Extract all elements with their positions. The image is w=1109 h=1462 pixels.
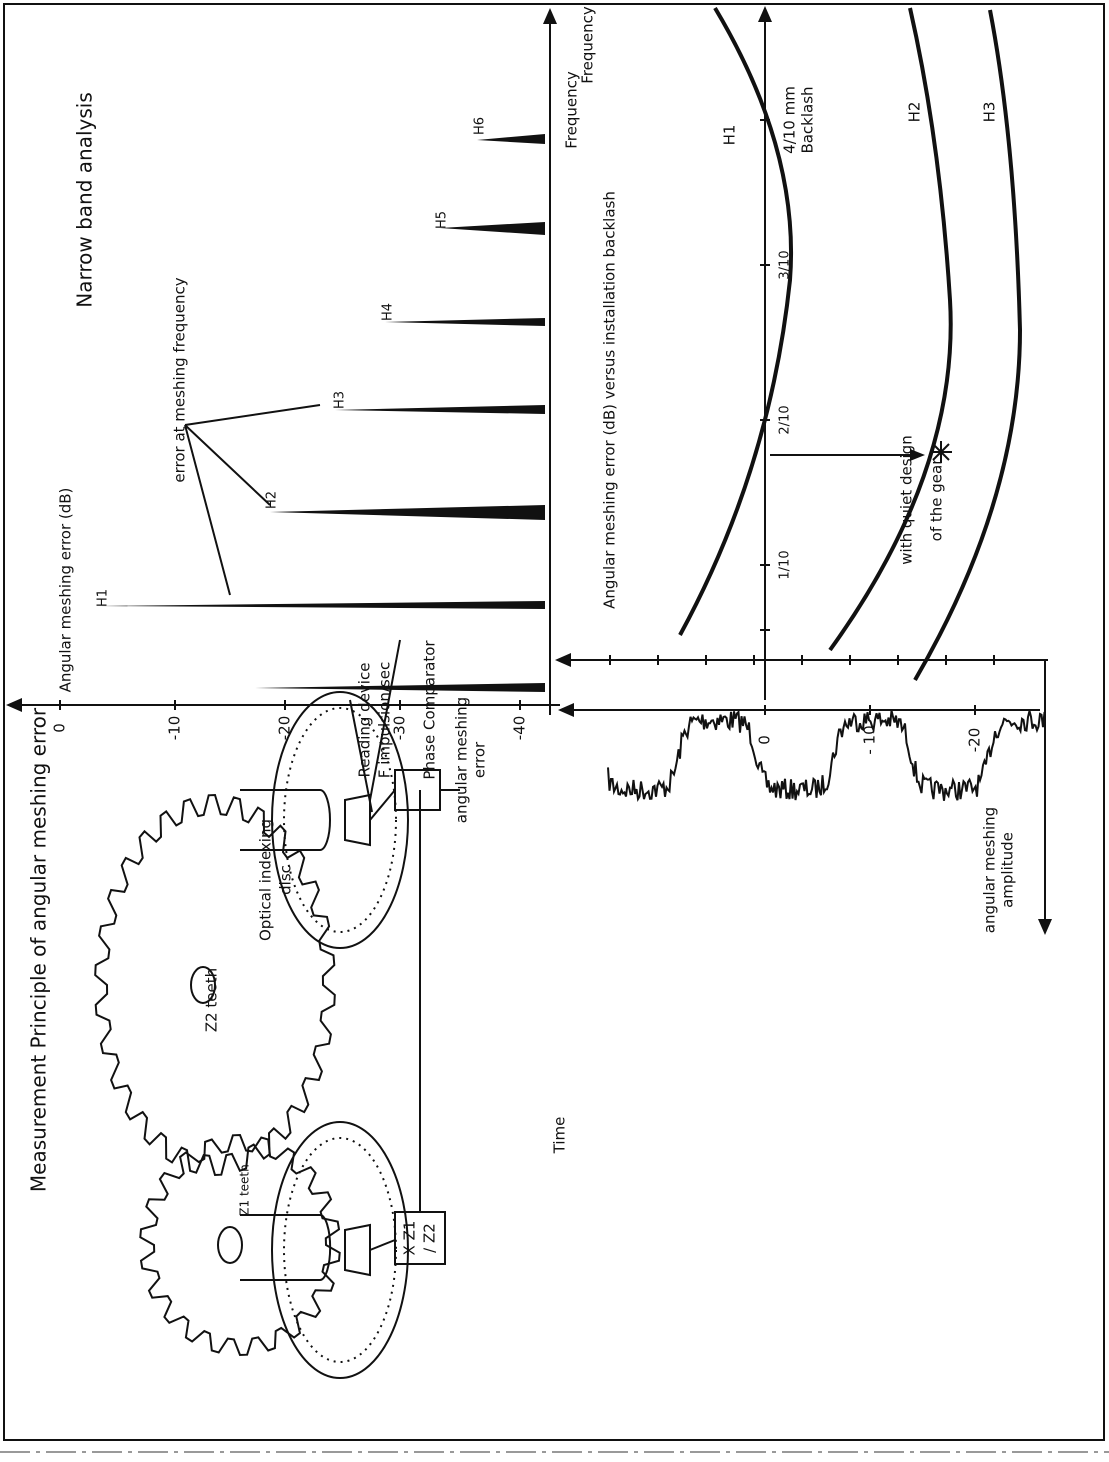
axis-label: Frequency xyxy=(563,71,581,149)
axis-label: 4/10 mm xyxy=(781,86,799,154)
gear xyxy=(94,793,336,1177)
label: angular meshing xyxy=(453,697,471,823)
spike xyxy=(477,134,545,144)
gear-label: Z1 teeth xyxy=(238,1164,252,1215)
tick-label: 3/10 xyxy=(778,250,793,279)
annotation: error at meshing frequency xyxy=(171,277,189,482)
tick-label: 0 xyxy=(756,735,774,745)
arrow xyxy=(758,6,772,22)
label: F impulsion/sec xyxy=(376,662,394,778)
curve-label: H2 xyxy=(906,102,924,123)
axis-label: Time xyxy=(551,1117,569,1155)
curve xyxy=(678,6,794,636)
disc xyxy=(271,1121,409,1379)
frame xyxy=(3,3,1105,1441)
harmonic-label: H3 xyxy=(333,391,348,409)
tick-label: -30 xyxy=(391,716,409,741)
pointer xyxy=(349,639,401,813)
label: disc xyxy=(277,865,295,895)
tick-label: 0 xyxy=(51,723,69,733)
spike xyxy=(100,601,545,609)
waveform xyxy=(607,709,1046,803)
shaft xyxy=(240,1214,332,1281)
label: Optical indexing xyxy=(257,819,275,941)
harmonic-label: H5 xyxy=(435,211,450,229)
tick-label: 2/10 xyxy=(778,405,793,434)
axis-label: Frequency xyxy=(579,6,597,84)
axis-label: amplitude xyxy=(999,832,1017,908)
curve-label: H3 xyxy=(981,102,999,123)
tick-label: -20 xyxy=(276,716,294,741)
reading-head xyxy=(344,793,371,847)
spike xyxy=(270,505,545,520)
gear-hub xyxy=(217,1226,243,1264)
chart-title: Narrow band analysis xyxy=(73,92,97,307)
arrow xyxy=(543,8,557,24)
note: of the gear xyxy=(928,458,946,542)
spike xyxy=(385,318,545,326)
backlash-chart xyxy=(558,6,1040,717)
label: error xyxy=(471,741,489,778)
spike xyxy=(255,683,545,692)
reading-head xyxy=(344,1223,371,1277)
shaft xyxy=(240,789,331,851)
harmonic-label: H1 xyxy=(96,589,111,607)
label: / Z2 xyxy=(421,1223,439,1253)
arrow xyxy=(555,653,571,667)
harmonic-label: H4 xyxy=(381,303,396,321)
curve xyxy=(913,9,1023,682)
signal-line xyxy=(369,789,460,1251)
harmonic-label: H2 xyxy=(265,491,280,509)
title: Measurement Principle of angular meshing… xyxy=(27,707,51,1192)
spectrum-ticks: 0 -10 -20 -30 -40 H1 H2 H3 H4 H5 H6 xyxy=(51,117,529,740)
tick-label: - 10 xyxy=(861,725,879,754)
tick-label: -40 xyxy=(511,716,529,741)
label: Phase Comparator xyxy=(421,640,439,780)
curve xyxy=(828,7,953,652)
label: X Z1 xyxy=(401,1221,419,1256)
axis-label: angular meshing xyxy=(981,807,999,933)
time-signal xyxy=(555,653,1052,935)
arrow xyxy=(910,449,925,461)
spike xyxy=(440,222,545,235)
tick-label: -20 xyxy=(966,728,984,753)
tick-label: -10 xyxy=(166,716,184,741)
disc xyxy=(271,691,409,949)
chart-title: Angular meshing error (dB) versus instal… xyxy=(601,191,619,609)
spike xyxy=(335,405,545,414)
tick-label: 1/10 xyxy=(778,550,793,579)
gear-hub xyxy=(190,966,216,1004)
disc-scale xyxy=(283,707,397,933)
harmonic-label: H6 xyxy=(473,117,488,135)
axis-label: Backlash xyxy=(799,86,817,153)
axis-label: Angular meshing error (dB) xyxy=(57,488,75,693)
arrow xyxy=(1038,919,1052,935)
arrow xyxy=(6,698,22,712)
spectrum-chart xyxy=(6,8,560,715)
label: Reading device xyxy=(356,663,374,778)
asterisk xyxy=(930,441,952,463)
gear xyxy=(139,1133,341,1357)
note: with quiet design xyxy=(898,435,916,564)
gear-setup xyxy=(94,639,460,1379)
backlash-ticks: 0 - 10 -20 1/10 2/10 3/10 H1 H2 H3 xyxy=(721,102,999,755)
curve-label: H1 xyxy=(721,125,739,146)
annotation-arrow xyxy=(184,404,321,596)
gear-label: Z2 teeth xyxy=(203,968,221,1032)
arrow xyxy=(558,703,574,717)
